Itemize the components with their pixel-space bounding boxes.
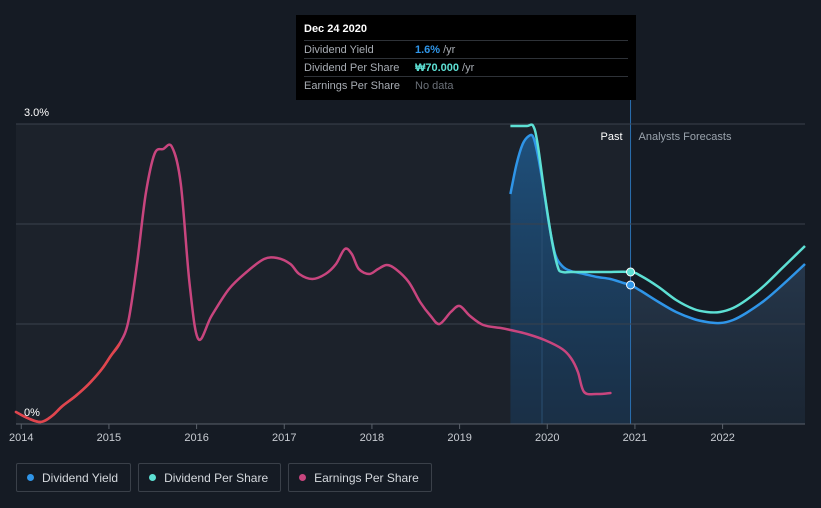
x-tick-label: 2022 [710,432,734,444]
dividend-per-share-marker [626,267,636,277]
hover-tooltip: Dec 24 2020 Dividend Yield 1.6% /yr Divi… [296,15,636,100]
legend-label: Dividend Yield [42,470,119,485]
tooltip-no-data: No data [415,79,454,92]
tooltip-unit: /yr [443,43,456,56]
legend-label: Earnings Per Share [314,470,419,485]
tooltip-row-label: Dividend Per Share [304,61,400,74]
x-tick-label: 2021 [623,432,647,444]
x-tick-label: 2014 [9,432,33,444]
dividend-per-share-line [510,123,806,314]
tooltip-row-label: Earnings Per Share [304,79,400,92]
x-tick-label: 2020 [535,432,559,444]
y-tick-label: 0% [24,407,40,419]
legend-dividend-yield[interactable]: Dividend Yield [16,463,132,492]
legend-dividend-per-share[interactable]: Dividend Per Share [138,463,282,492]
dividend-yield-marker [626,280,636,290]
forecast-label: Analysts Forecasts [639,131,732,143]
chart-legend: Dividend Yield Dividend Per Share Earnin… [16,463,432,492]
tooltip-date: Dec 24 2020 [304,23,367,35]
x-tick-label: 2015 [97,432,121,444]
tooltip-dividend-per-share-value: ₩70.000 [415,61,460,74]
x-tick-label: 2016 [184,432,208,444]
past-label: Past [601,131,623,143]
tooltip-row-earnings-per-share: Earnings Per Share No data [304,76,628,94]
tooltip-row-dividend-per-share: Dividend Per Share ₩70.000 /yr [304,58,628,76]
legend-dot-icon [149,474,157,481]
dividend-yield-area-past [510,134,631,424]
legend-label: Dividend Per Share [164,470,269,485]
x-tick-label: 2017 [272,432,296,444]
x-tick-label: 2018 [360,432,384,444]
earnings-per-share-early-line [14,342,121,424]
dividend-yield-line [509,133,806,325]
tooltip-row-dividend-yield: Dividend Yield 1.6% /yr [304,40,628,58]
tooltip-row-label: Dividend Yield [304,43,374,56]
y-tick-label: 3.0% [24,107,49,119]
tooltip-dividend-yield-value: 1.6% [415,43,441,56]
x-tick-label: 2019 [447,432,471,444]
legend-dot-icon [27,474,34,481]
legend-earnings-per-share[interactable]: Earnings Per Share [288,463,432,492]
legend-dot-icon [299,474,307,481]
tooltip-unit: /yr [462,61,475,74]
